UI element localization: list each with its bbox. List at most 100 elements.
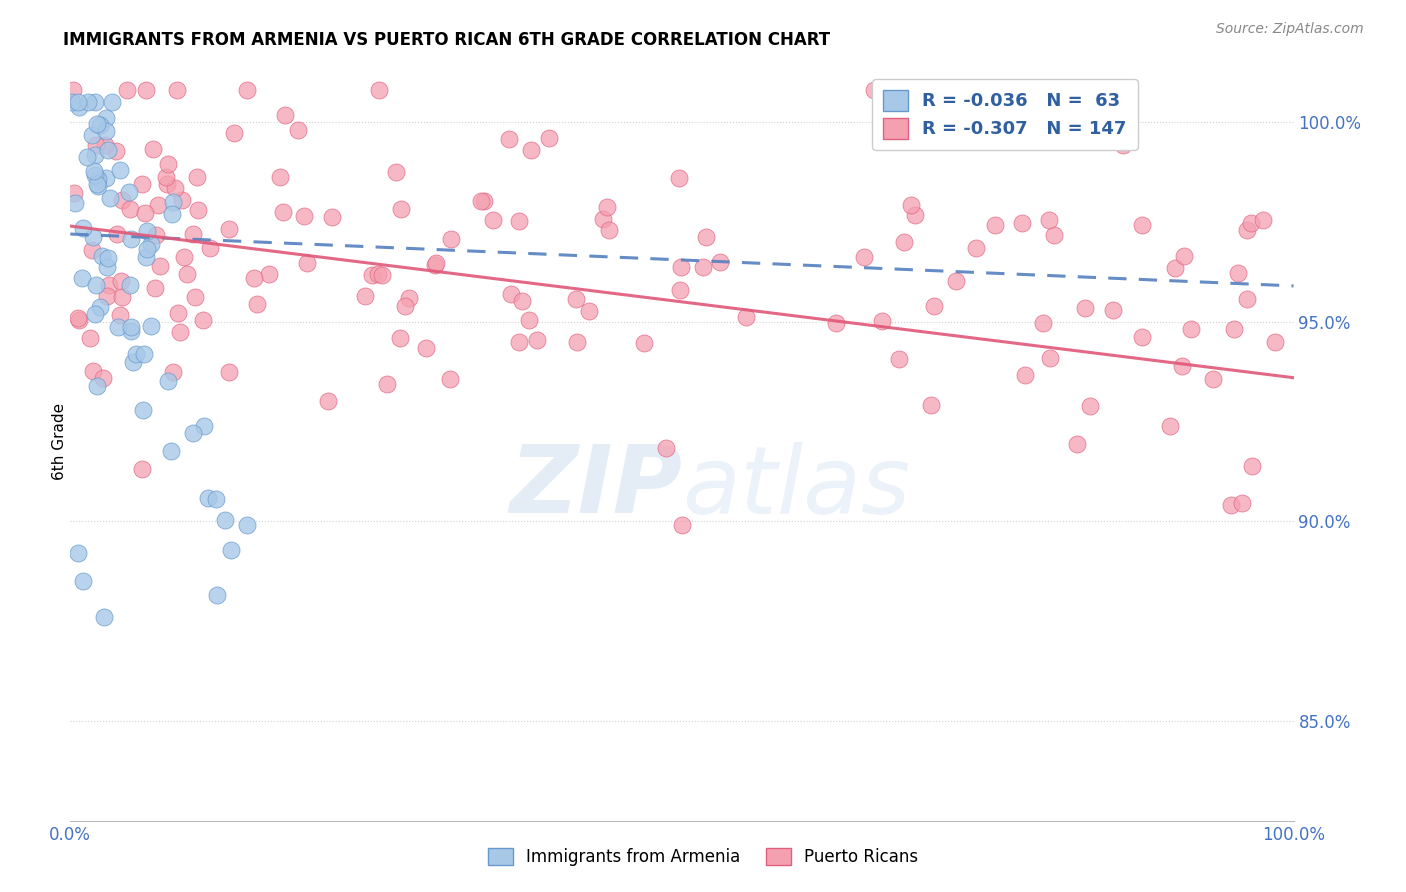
Point bbox=[176, 267, 198, 281]
Point bbox=[83, 168, 105, 182]
Point bbox=[598, 223, 620, 237]
Text: Source: ZipAtlas.com: Source: ZipAtlas.com bbox=[1216, 22, 1364, 37]
Point bbox=[1074, 301, 1097, 315]
Point bbox=[79, 331, 101, 345]
Point bbox=[984, 219, 1007, 233]
Point bbox=[1240, 458, 1263, 473]
Point bbox=[159, 444, 181, 458]
Point bbox=[1038, 212, 1060, 227]
Point bbox=[70, 270, 93, 285]
Point bbox=[526, 333, 548, 347]
Point bbox=[125, 347, 148, 361]
Point bbox=[538, 131, 561, 145]
Text: ZIP: ZIP bbox=[509, 441, 682, 533]
Point bbox=[66, 95, 89, 110]
Text: IMMIGRANTS FROM ARMENIA VS PUERTO RICAN 6TH GRADE CORRELATION CHART: IMMIGRANTS FROM ARMENIA VS PUERTO RICAN … bbox=[63, 31, 831, 49]
Point bbox=[388, 330, 411, 344]
Point bbox=[259, 268, 281, 282]
Point bbox=[440, 232, 463, 246]
Point bbox=[83, 163, 105, 178]
Point bbox=[1222, 322, 1244, 336]
Point bbox=[86, 379, 108, 393]
Point bbox=[655, 441, 678, 455]
Point bbox=[108, 163, 131, 178]
Point bbox=[1011, 216, 1033, 230]
Point bbox=[87, 179, 110, 194]
Point bbox=[89, 118, 111, 132]
Point bbox=[110, 274, 132, 288]
Point bbox=[318, 393, 340, 408]
Point bbox=[118, 277, 141, 292]
Point bbox=[141, 237, 163, 252]
Point bbox=[131, 403, 153, 417]
Point bbox=[394, 299, 416, 313]
Point bbox=[162, 207, 184, 221]
Point bbox=[136, 242, 159, 256]
Point bbox=[671, 260, 693, 275]
Point bbox=[98, 190, 121, 204]
Point bbox=[218, 365, 240, 379]
Point bbox=[375, 376, 398, 391]
Point bbox=[269, 169, 291, 184]
Point bbox=[236, 83, 259, 97]
Point bbox=[633, 336, 655, 351]
Point bbox=[709, 255, 731, 269]
Point bbox=[287, 122, 309, 136]
Point bbox=[80, 128, 103, 142]
Point bbox=[354, 289, 377, 303]
Point bbox=[578, 304, 600, 318]
Point bbox=[1112, 138, 1135, 153]
Point bbox=[1132, 218, 1154, 232]
Point bbox=[498, 131, 520, 145]
Point bbox=[367, 267, 389, 281]
Point bbox=[121, 355, 143, 369]
Point bbox=[398, 291, 420, 305]
Point bbox=[1230, 496, 1253, 510]
Point bbox=[156, 156, 179, 170]
Point bbox=[371, 268, 394, 282]
Point bbox=[274, 108, 297, 122]
Point bbox=[1132, 329, 1154, 343]
Point bbox=[131, 462, 153, 476]
Point bbox=[1264, 334, 1286, 349]
Point bbox=[149, 259, 172, 273]
Point bbox=[204, 491, 226, 506]
Point bbox=[922, 299, 945, 313]
Point bbox=[86, 177, 108, 191]
Point bbox=[86, 117, 108, 131]
Point bbox=[1039, 351, 1062, 366]
Point bbox=[82, 364, 104, 378]
Point bbox=[91, 249, 114, 263]
Point bbox=[508, 213, 530, 227]
Point bbox=[945, 274, 967, 288]
Point bbox=[83, 95, 105, 110]
Point bbox=[900, 198, 922, 212]
Point bbox=[1240, 216, 1263, 230]
Point bbox=[1159, 419, 1181, 434]
Point bbox=[83, 307, 105, 321]
Point bbox=[94, 111, 117, 125]
Point bbox=[170, 193, 193, 207]
Point bbox=[1171, 359, 1194, 374]
Point bbox=[63, 186, 86, 200]
Point bbox=[825, 316, 848, 330]
Point bbox=[139, 319, 162, 334]
Point bbox=[134, 206, 156, 220]
Point bbox=[219, 542, 242, 557]
Point bbox=[389, 202, 412, 216]
Point bbox=[107, 320, 129, 334]
Point bbox=[863, 83, 886, 97]
Point bbox=[94, 138, 117, 153]
Point bbox=[1236, 292, 1258, 306]
Point bbox=[965, 241, 987, 255]
Point bbox=[60, 95, 83, 110]
Point bbox=[1014, 368, 1036, 382]
Point bbox=[118, 202, 141, 217]
Point bbox=[191, 313, 214, 327]
Point bbox=[198, 241, 221, 255]
Point bbox=[67, 546, 90, 560]
Point bbox=[134, 83, 156, 97]
Point bbox=[520, 143, 543, 157]
Point bbox=[148, 198, 170, 212]
Point bbox=[155, 170, 177, 185]
